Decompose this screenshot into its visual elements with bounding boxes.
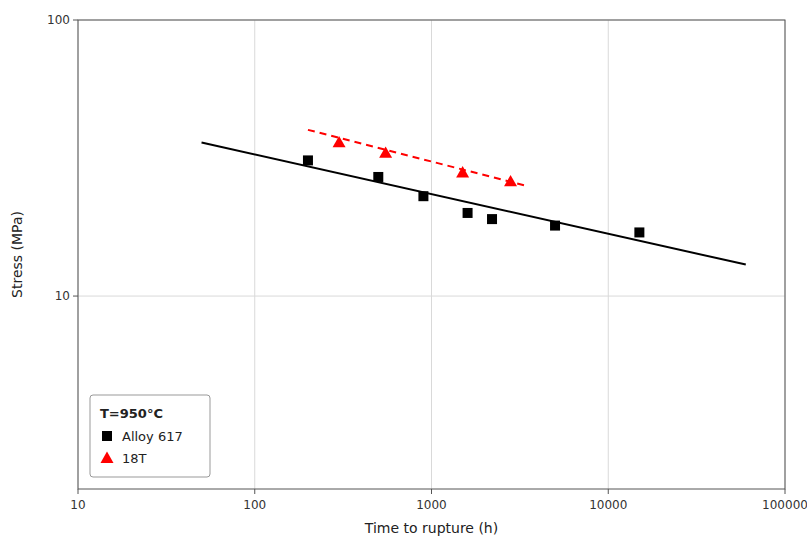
y-tick-label: 10 [55,289,70,303]
axes: 10 100 1000 10000 100000 10 100 [47,13,807,512]
point [333,136,346,147]
legend-symbol [102,431,112,441]
chart: 10 100 1000 10000 100000 10 100 Time to rupture… [0,0,807,551]
y-axis-label: Stress (MPa) [9,211,25,298]
x-tick [78,489,79,494]
legend: T=950°C Alloy 617 18T [90,395,210,477]
point [379,146,392,157]
legend-symbol [101,452,114,463]
trend-line [308,130,528,186]
x-tick-label: 10000 [589,498,627,512]
legend-title: T=950°C [100,406,163,421]
x-tick-label: 1000 [416,498,447,512]
point [373,172,383,182]
legend-box [90,395,210,477]
x-grid-line [254,20,255,489]
background [0,0,807,551]
grid [78,20,785,489]
point [550,221,560,231]
marks [202,130,746,265]
x-tick [431,489,432,494]
y-tick [73,20,78,21]
x-grid-line [608,20,609,489]
point [634,227,644,237]
legend-label: 18T [122,451,147,466]
x-tick [254,489,255,494]
trend-line [202,142,746,264]
y-grid-line [78,296,785,297]
x-tick-label: 100 [243,498,266,512]
point [456,166,469,177]
x-axis-label: Time to rupture (h) [364,520,498,536]
y-tick [73,296,78,297]
y-tick-label: 100 [47,13,70,27]
point [463,208,473,218]
x-grid-line [431,20,432,489]
x-tick-label: 10 [70,498,85,512]
plot-frame [78,20,785,489]
x-tick [785,489,786,494]
point [418,191,428,201]
x-tick [608,489,609,494]
point [487,214,497,224]
x-tick-label: 100000 [762,498,807,512]
point [303,155,313,165]
legend-label: Alloy 617 [122,429,183,444]
point [504,175,517,186]
